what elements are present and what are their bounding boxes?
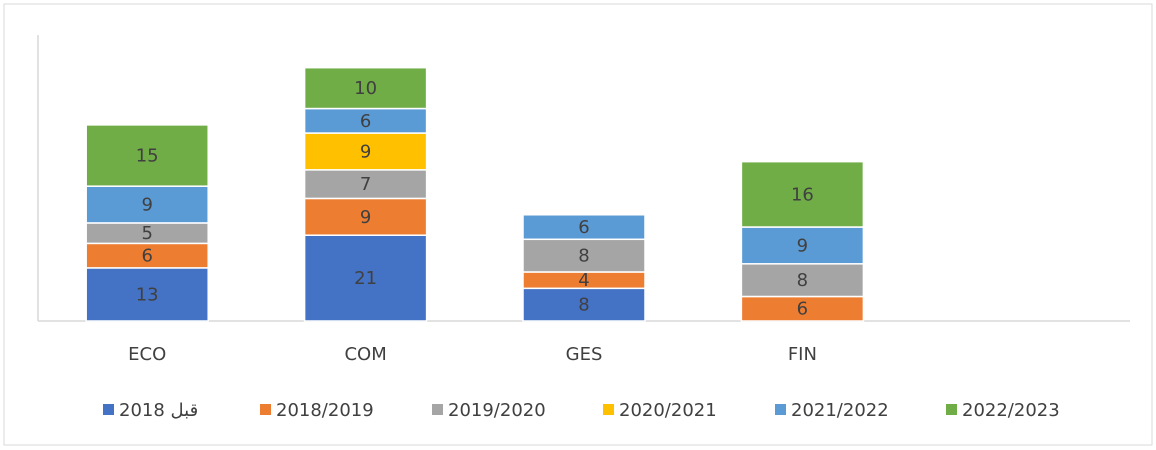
data-label: 4 <box>578 270 589 291</box>
data-label: 8 <box>797 270 808 291</box>
data-label: 21 <box>354 268 377 289</box>
data-label: 6 <box>797 299 808 320</box>
bar-segment <box>740 226 865 265</box>
data-label: 15 <box>136 146 159 167</box>
data-label: 16 <box>791 184 814 205</box>
bar-segment <box>522 238 646 273</box>
legend-swatch <box>603 404 614 415</box>
bar-segment <box>85 242 209 269</box>
legend-label: 2018/2019 <box>276 400 374 421</box>
bar-segment <box>303 66 428 110</box>
bar-segment <box>522 287 646 322</box>
data-label: 9 <box>797 235 808 256</box>
data-label: 8 <box>578 295 589 316</box>
data-label: 5 <box>141 223 152 244</box>
bar-segment <box>303 169 428 200</box>
legend-label: 2022/2023 <box>962 400 1060 421</box>
legend-swatch <box>432 404 443 415</box>
data-label: 9 <box>360 207 371 228</box>
legend-label: 2021/2022 <box>791 400 889 421</box>
data-label: 8 <box>578 246 589 267</box>
data-label: 10 <box>354 78 377 99</box>
x-tick-label: COM <box>344 344 386 365</box>
bar-segment <box>522 214 646 241</box>
bar-segment <box>85 124 209 187</box>
bar-segment <box>303 132 428 171</box>
data-label: 6 <box>578 217 589 238</box>
legend-swatch <box>775 404 786 415</box>
data-label: 9 <box>141 195 152 216</box>
data-label: 7 <box>360 174 371 195</box>
data-label: 9 <box>360 141 371 162</box>
bar-segment <box>740 160 865 228</box>
legend-swatch <box>260 404 271 415</box>
x-tick-label: ECO <box>128 344 166 365</box>
legend-label: قبل 2018 <box>119 400 198 421</box>
x-tick-label: FIN <box>788 344 817 365</box>
bar-segment <box>303 107 428 134</box>
legend-swatch <box>946 404 957 415</box>
x-tick-label: GES <box>566 344 603 365</box>
data-label: 6 <box>360 111 371 132</box>
data-label: 13 <box>136 284 159 305</box>
legend-swatch <box>103 404 114 415</box>
data-label: 6 <box>141 246 152 267</box>
legend-label: 2020/2021 <box>619 400 717 421</box>
legend-label: 2019/2020 <box>448 400 546 421</box>
